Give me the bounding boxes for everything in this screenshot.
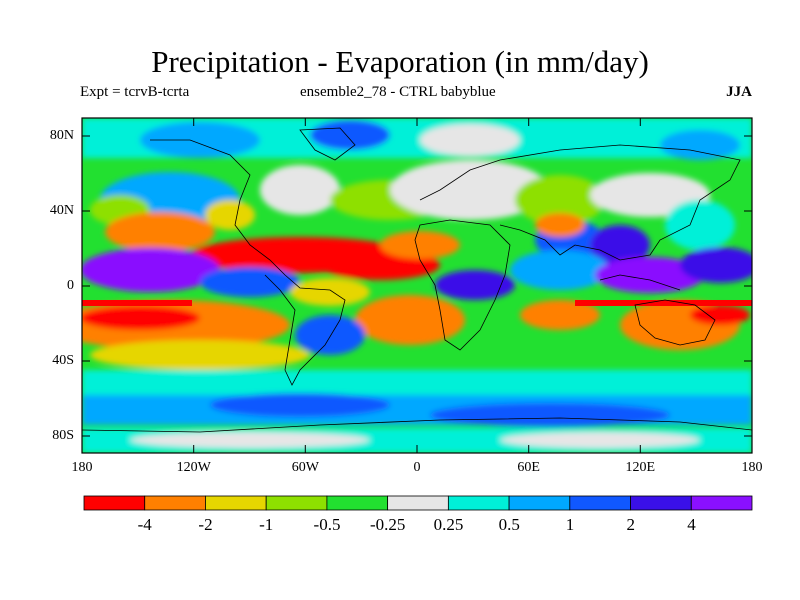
lon-label-0: 0 — [413, 460, 421, 475]
colorbar-swatch — [83, 495, 146, 511]
experiment-label: Expt = tcrvB-tcrta — [80, 84, 190, 100]
axis-ticks — [82, 118, 752, 453]
colorbar-label: 4 — [687, 515, 696, 534]
colorbar-swatch — [447, 495, 510, 511]
lon-label-60w: 60W — [291, 460, 319, 475]
colorbar-label: -0.5 — [313, 515, 341, 534]
colorbar-swatch — [326, 495, 389, 511]
colorbar-swatch — [387, 495, 449, 511]
colorbar-label: 0.25 — [433, 515, 464, 534]
colorbar-swatch — [508, 495, 571, 511]
lon-label-60e: 60E — [517, 460, 540, 475]
colorbar-label: 1 — [565, 515, 575, 534]
coastlines — [82, 127, 752, 433]
lat-label-80s: 80S — [52, 428, 74, 443]
lon-label-180w: 180 — [71, 460, 93, 475]
colorbar-swatch — [205, 495, 267, 511]
lon-label-120w: 120W — [176, 460, 211, 475]
colorbar-label: 2 — [626, 515, 636, 534]
map-title: Precipitation - Evaporation (in mm/day) — [151, 44, 649, 79]
colorbar-swatch — [690, 495, 753, 511]
colorbar-label: -4 — [137, 515, 152, 534]
ensemble-label: ensemble2_78 - CTRL babyblue — [300, 84, 496, 100]
colorbar-label: -1 — [259, 515, 274, 534]
season-label: JJA — [726, 84, 752, 100]
lat-label-40s: 40S — [52, 353, 74, 368]
colorbar-label: -0.25 — [369, 515, 406, 534]
precip-field — [82, 118, 752, 453]
lat-label-40n: 40N — [49, 203, 74, 218]
lon-label-120e: 120E — [625, 460, 656, 475]
colorbar-label: 0.5 — [498, 515, 520, 534]
colorbar-swatch — [265, 495, 328, 511]
colorbar-swatch — [569, 495, 631, 511]
colorbar — [83, 495, 753, 511]
lon-label-180e: 180 — [741, 460, 763, 475]
colorbar-label: -2 — [198, 515, 213, 534]
colorbar-swatch — [144, 495, 206, 511]
lat-label-eq: 0 — [67, 278, 74, 293]
lat-label-80n: 80N — [49, 128, 74, 143]
colorbar-swatch — [630, 495, 692, 511]
